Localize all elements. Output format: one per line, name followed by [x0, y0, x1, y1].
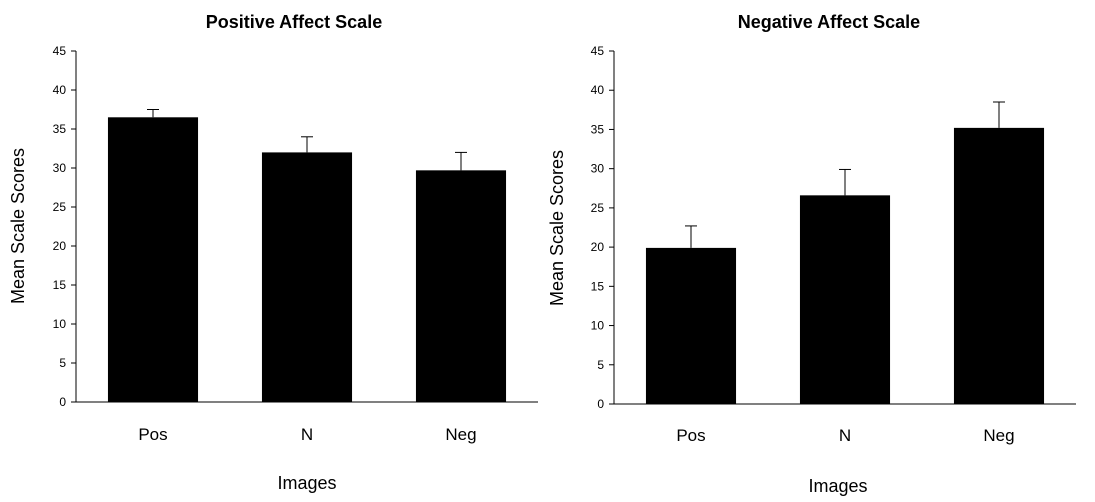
- bar: [799, 195, 891, 404]
- y-tick-label: 0: [597, 397, 604, 411]
- y-tick-label: 25: [591, 201, 605, 215]
- y-tick-label: 5: [59, 356, 66, 370]
- y-tick-label: 30: [591, 162, 605, 176]
- y-axis-label: Mean Scale Scores: [8, 148, 28, 304]
- chart-negative-affect: Negative Affect Scale Mean Scale Scores …: [547, 12, 1076, 496]
- plot-area: 0 5 10 15 20 25 30 35 40 45 Pos N Neg: [53, 44, 538, 444]
- category-label: Neg: [983, 426, 1014, 445]
- category-label: N: [839, 426, 851, 445]
- chart-title: Negative Affect Scale: [738, 12, 920, 32]
- category-label: Pos: [676, 426, 705, 445]
- y-axis-label: Mean Scale Scores: [547, 150, 567, 306]
- y-tick-label: 40: [53, 83, 67, 97]
- category-label: N: [301, 425, 313, 444]
- y-tick-label: 10: [53, 317, 67, 331]
- y-tick-label: 20: [53, 239, 67, 253]
- category-label: Pos: [138, 425, 167, 444]
- category-label: Neg: [445, 425, 476, 444]
- y-tick-label: 30: [53, 161, 67, 175]
- x-axis-label: Images: [277, 473, 336, 493]
- y-tick-label: 15: [591, 279, 605, 293]
- y-tick-label: 0: [59, 395, 66, 409]
- bar: [107, 117, 199, 403]
- y-tick-label: 10: [591, 319, 605, 333]
- y-tick-label: 35: [53, 122, 67, 136]
- y-tick-label: 45: [53, 44, 67, 58]
- y-tick-label: 35: [591, 122, 605, 136]
- y-tick-label: 45: [591, 44, 605, 58]
- y-tick-label: 15: [53, 278, 67, 292]
- y-tick-label: 40: [591, 83, 605, 97]
- bar: [261, 152, 353, 402]
- bar: [645, 247, 737, 404]
- y-tick-label: 20: [591, 240, 605, 254]
- y-tick-label: 25: [53, 200, 67, 214]
- bar: [415, 170, 507, 402]
- plot-area: 0 5 10 15 20 25 30 35 40 45 Pos N Neg: [591, 44, 1076, 445]
- y-tick-label: 5: [597, 358, 604, 372]
- x-axis-label: Images: [808, 476, 867, 496]
- chart-title: Positive Affect Scale: [206, 12, 382, 32]
- chart-positive-affect: Positive Affect Scale Mean Scale Scores …: [8, 12, 538, 493]
- bar: [953, 127, 1045, 405]
